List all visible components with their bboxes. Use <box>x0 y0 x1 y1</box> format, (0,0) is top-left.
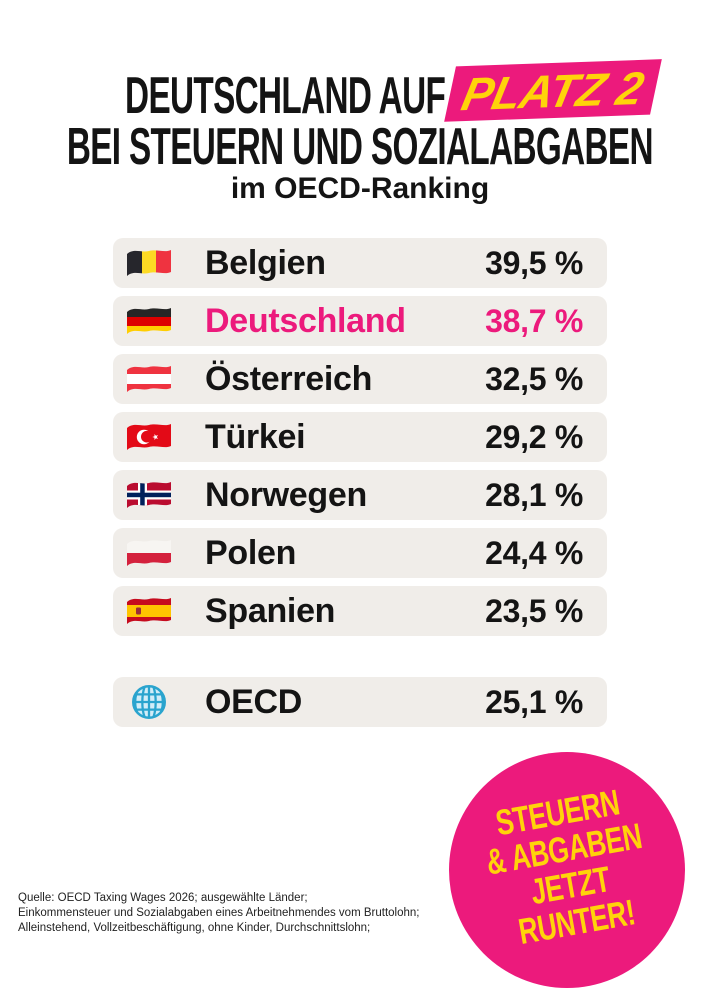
country-label: Norwegen <box>205 475 367 514</box>
globe-with-meridians-icon <box>132 685 166 719</box>
country-value: 24,4 % <box>485 534 583 571</box>
source-line: Alleinstehend, Vollzeitbeschäftigung, oh… <box>18 922 371 934</box>
country-label: Deutschland <box>205 301 406 340</box>
source-note: Quelle: OECD Taxing Wages 2026; ausgewäh… <box>18 891 419 936</box>
country-label: Türkei <box>205 417 306 456</box>
flag-belgium-icon <box>127 250 171 276</box>
country-label: Belgien <box>205 243 326 282</box>
ranking-row-poland: Polen 24,4 % <box>113 528 607 578</box>
flag-austria-icon <box>127 366 171 392</box>
flag-poland-icon <box>127 540 171 566</box>
ranking-row-spain: Spanien 23,5 % <box>113 586 607 636</box>
flag-norway-icon <box>127 482 171 508</box>
ranking-row-turkey: Türkei 29,2 % <box>113 412 607 462</box>
country-label: Spanien <box>205 591 336 630</box>
platz-2-highlight: PLATZ 2 <box>444 59 662 122</box>
platz-2-label: PLATZ 2 <box>457 61 649 120</box>
country-value: 38,7 % <box>485 302 583 339</box>
oecd-label: OECD <box>205 682 303 721</box>
headline-line2-text: BEI STEUERN UND SOZIALABGABEN <box>66 118 654 176</box>
ranking-list: Belgien 39,5 % Deutschland 38,7 % Österr… <box>113 238 607 727</box>
source-line: Einkommensteuer und Sozialabgaben eines … <box>18 907 420 919</box>
headline-line1: DEUTSCHLAND AUF PLATZ 2 <box>0 59 720 130</box>
country-value: 32,5 % <box>485 360 583 397</box>
ranking-row-oecd: OECD 25,1 % <box>113 677 607 727</box>
flag-turkey-icon <box>127 424 171 450</box>
ranking-row-belgium: Belgien 39,5 % <box>113 238 607 288</box>
flag-spain-icon <box>127 598 171 624</box>
ranking-row-norway: Norwegen 28,1 % <box>113 470 607 520</box>
headline-line2: BEI STEUERN UND SOZIALABGABEN <box>0 121 720 173</box>
country-value: 29,2 % <box>485 418 583 455</box>
infographic-root: { "header": { "line1": "DEUTSCHLAND AUF"… <box>0 59 720 988</box>
country-value: 23,5 % <box>485 592 583 629</box>
flag-germany-icon <box>127 308 171 334</box>
stamp-badge-text: STEUERN & ABGABEN JETZT RUNTER! <box>477 780 657 953</box>
headline-line1-text: DEUTSCHLAND AUF <box>124 67 446 125</box>
country-label: Österreich <box>205 359 373 398</box>
subtitle: im OECD-Ranking <box>230 172 490 205</box>
oecd-value: 25,1 % <box>485 683 583 720</box>
country-label: Polen <box>205 533 297 572</box>
ranking-row-germany: Deutschland 38,7 % <box>113 296 607 346</box>
stamp-badge: STEUERN & ABGABEN JETZT RUNTER! <box>449 752 685 988</box>
source-line: Quelle: OECD Taxing Wages 2026; ausgewäh… <box>18 892 308 904</box>
ranking-row-austria: Österreich 32,5 % <box>113 354 607 404</box>
country-value: 39,5 % <box>485 244 583 281</box>
country-value: 28,1 % <box>485 476 583 513</box>
